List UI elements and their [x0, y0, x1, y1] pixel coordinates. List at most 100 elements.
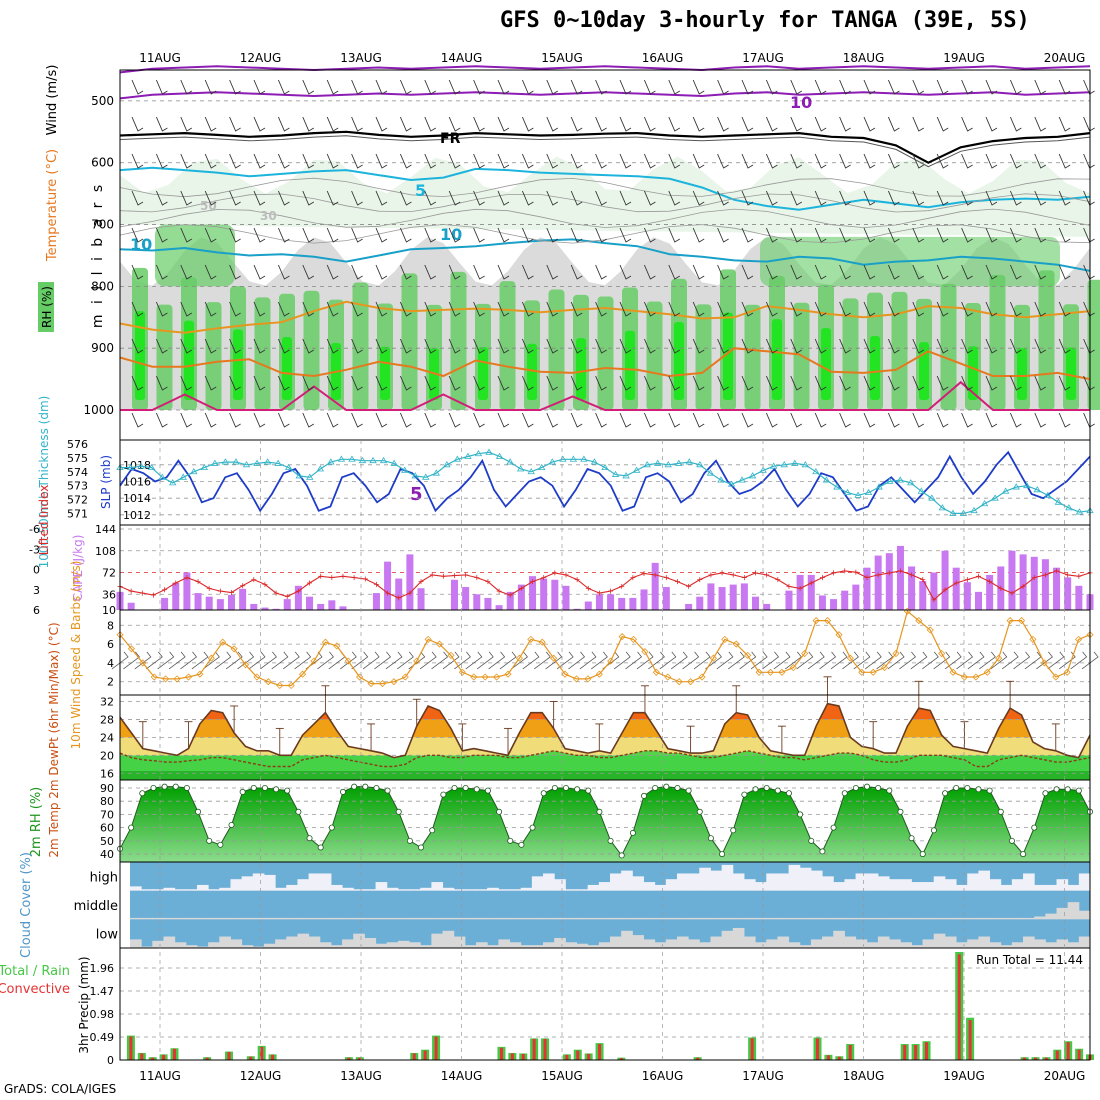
wind-barb: [521, 301, 534, 317]
rh-marker: [551, 784, 558, 791]
cape-bar: [127, 602, 135, 610]
wind-barb: [351, 264, 363, 280]
cloud-bar: [543, 942, 555, 948]
cloud-bar: [342, 939, 354, 948]
wind-barb: [326, 153, 339, 169]
wind-barb: [277, 264, 290, 280]
wind-barb: [595, 301, 607, 317]
wind-speed-marker: [960, 673, 969, 681]
cloud-bar: [319, 917, 332, 920]
cloud-bar: [1011, 942, 1024, 948]
wind-barb: [619, 375, 632, 391]
rh-marker: [875, 784, 882, 791]
wind-barb: [570, 190, 583, 206]
cloud-bar: [308, 936, 321, 948]
lifted-index-marker: [162, 587, 168, 593]
cloud-bar: [676, 936, 689, 948]
wind-barb: [424, 116, 437, 132]
rh-marker: [618, 852, 625, 859]
wind-barb: [1047, 651, 1065, 670]
wind-speed-marker: [869, 668, 877, 676]
wind-barb: [595, 375, 607, 391]
wind-barb: [399, 190, 412, 206]
precip-convective-bar: [1034, 1057, 1038, 1060]
wind-barb: [979, 651, 996, 670]
rh-marker: [484, 787, 491, 794]
ytick-right-label: 108: [95, 545, 116, 558]
wind-barb: [374, 651, 392, 670]
thickness-marker: [485, 448, 493, 455]
wind-barb: [473, 264, 485, 280]
rh-marker: [808, 837, 815, 844]
precip-convective-bar: [162, 1054, 166, 1060]
wind-barb: [625, 651, 643, 670]
cloud-bar: [543, 917, 555, 920]
cloud-bar: [732, 873, 745, 891]
lifted-index-marker: [373, 581, 379, 587]
cloud-bar: [699, 942, 711, 948]
wind-barb: [399, 375, 412, 391]
cloud-bar: [196, 946, 209, 948]
cloud-bar: [810, 939, 823, 948]
wind-speed-marker: [287, 681, 295, 690]
wind-barb: [497, 190, 510, 206]
wind-barb: [499, 651, 517, 670]
wind-barb: [277, 190, 290, 206]
wind-barb: [302, 227, 315, 243]
lifted-index-marker: [563, 572, 569, 578]
precip-convective-bar: [750, 1038, 754, 1060]
wind-barb: [1009, 153, 1022, 169]
cape-bar: [752, 596, 760, 610]
cloud-bar: [699, 867, 711, 891]
cloud-level-label: high: [90, 870, 118, 885]
wind-barb: [1058, 412, 1071, 428]
cloud-bar: [364, 917, 377, 920]
rh-marker: [250, 784, 257, 791]
cape-bar: [506, 591, 514, 610]
precip-panel: 0 0.49 0.98 1.47 1.96 Run Total = 11.44 3hr Pr…: [0, 947, 1094, 1067]
wind-barb: [643, 116, 656, 132]
cloud-bar: [174, 942, 187, 948]
wind-barb: [741, 412, 754, 428]
rh-green-column: [450, 271, 467, 410]
lifted-index-marker: [240, 583, 246, 589]
wind-barb: [546, 375, 559, 391]
cloud-bar: [275, 917, 287, 920]
rh-marker: [228, 821, 235, 828]
ytick-label: 700: [91, 218, 114, 232]
lifted-index-marker: [284, 594, 290, 599]
wind-barb: [1034, 301, 1047, 317]
wind-barb: [473, 227, 485, 243]
date-label-top: 11AUG: [139, 51, 181, 65]
wind-barb: [351, 79, 363, 95]
rh-marker: [574, 786, 581, 793]
wind-speed-marker: [584, 675, 592, 683]
cloud-bar: [464, 889, 477, 891]
rh-green-column: [401, 273, 418, 410]
wind-barb: [887, 79, 900, 95]
wind-barb: [985, 79, 998, 95]
thickness-marker: [590, 458, 599, 465]
wind-barb: [399, 338, 412, 354]
cape-bar: [1075, 585, 1083, 610]
wind-barb: [155, 79, 168, 95]
cloud-bar: [576, 889, 589, 891]
cloud-bar: [330, 945, 343, 948]
wind-barb: [944, 651, 962, 670]
cloud-bar: [219, 936, 231, 948]
cape-bar: [161, 597, 169, 610]
cloud-bar: [330, 884, 343, 891]
precip-convective-bar: [848, 1044, 852, 1060]
wind-barb: [692, 264, 705, 280]
wind-barb: [155, 227, 168, 243]
lifted-index-marker: [295, 588, 301, 594]
wind-barb: [294, 651, 312, 670]
cloud-bar: [665, 879, 678, 891]
wind-barb: [253, 190, 266, 206]
precip-convective-bar: [1023, 1057, 1027, 1060]
wind-barb: [863, 375, 876, 391]
rh-bright-column: [380, 346, 390, 400]
thickness-marker: [369, 456, 377, 464]
wind-barb: [442, 651, 460, 670]
